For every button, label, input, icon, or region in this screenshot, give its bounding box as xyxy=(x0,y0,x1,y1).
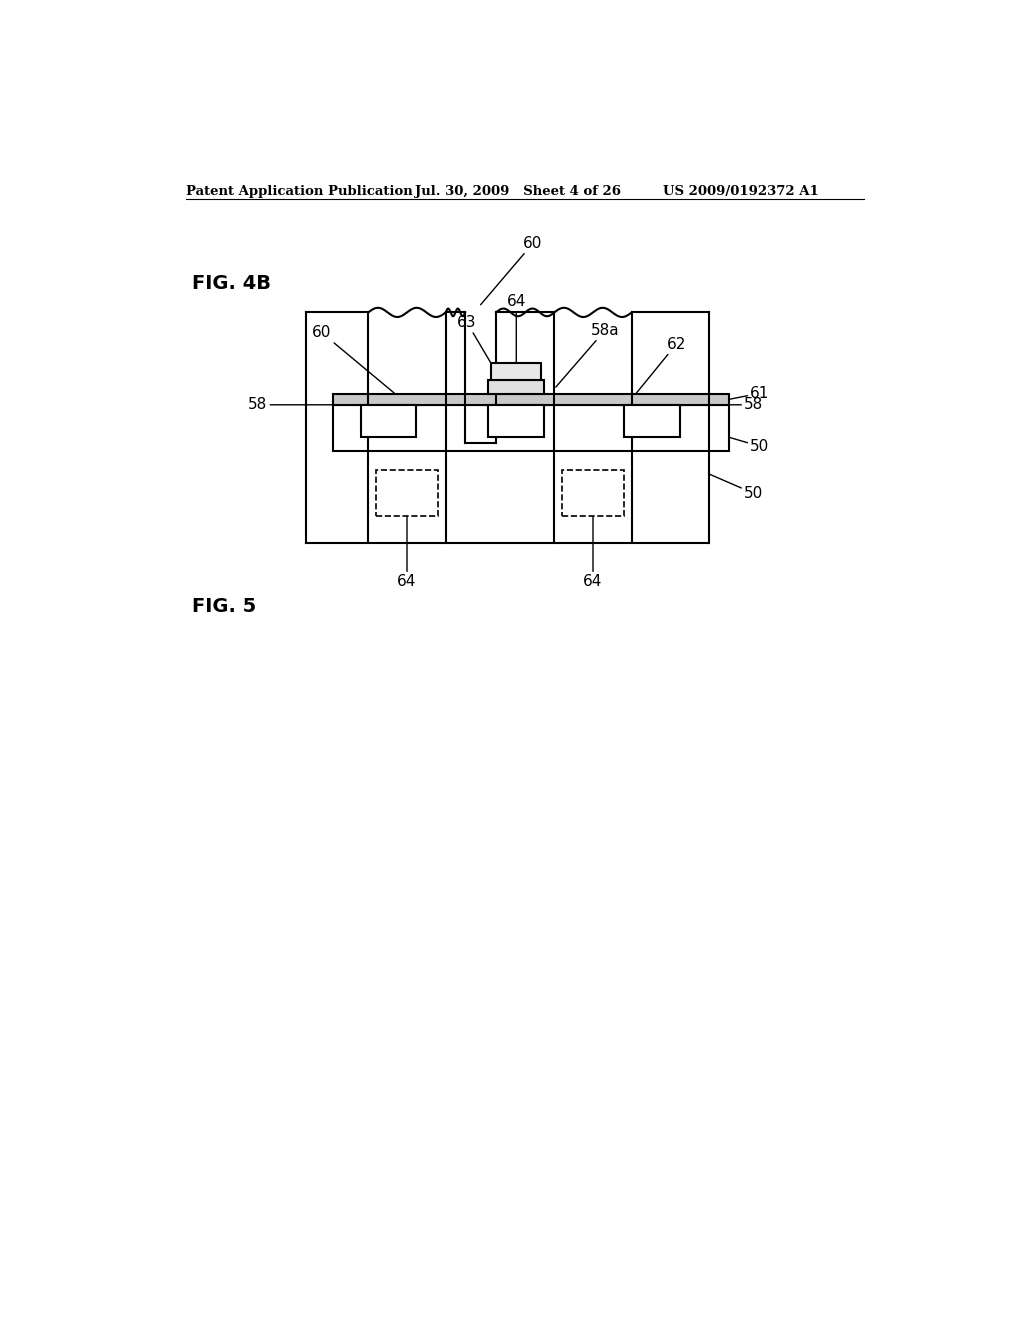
Text: 50: 50 xyxy=(729,437,770,454)
Text: 58a: 58a xyxy=(556,323,620,387)
Bar xyxy=(488,380,544,395)
Text: US 2009/0192372 A1: US 2009/0192372 A1 xyxy=(663,185,818,198)
Text: FIG. 5: FIG. 5 xyxy=(191,598,256,616)
Text: 64: 64 xyxy=(584,516,603,589)
Text: 50: 50 xyxy=(710,474,763,500)
Text: FIG. 4B: FIG. 4B xyxy=(191,275,270,293)
Bar xyxy=(334,395,729,405)
Bar xyxy=(376,470,438,516)
Bar xyxy=(624,405,680,437)
Text: 63: 63 xyxy=(458,315,505,387)
Text: 60: 60 xyxy=(312,325,395,395)
Text: 60: 60 xyxy=(480,236,543,305)
Bar xyxy=(488,405,544,437)
Bar xyxy=(554,313,632,544)
Bar xyxy=(562,470,624,516)
Text: 64: 64 xyxy=(507,294,526,363)
Bar xyxy=(465,313,496,444)
Text: 61: 61 xyxy=(729,385,770,401)
Bar xyxy=(360,405,417,437)
Text: 58: 58 xyxy=(628,397,763,412)
Text: 58: 58 xyxy=(248,397,372,412)
Text: 64: 64 xyxy=(397,516,417,589)
Text: Jul. 30, 2009   Sheet 4 of 26: Jul. 30, 2009 Sheet 4 of 26 xyxy=(415,185,621,198)
Text: 62: 62 xyxy=(636,337,686,395)
Bar xyxy=(369,313,445,544)
Text: Patent Application Publication: Patent Application Publication xyxy=(186,185,413,198)
Bar xyxy=(492,363,541,380)
Bar xyxy=(334,405,729,451)
